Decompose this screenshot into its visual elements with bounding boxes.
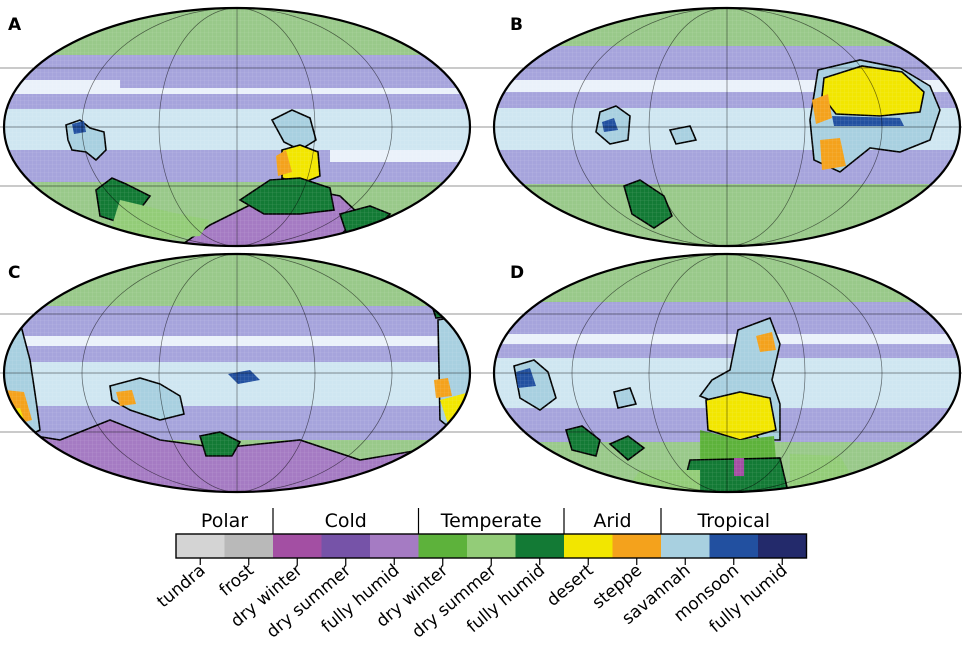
- panel-label-c: C: [8, 263, 20, 283]
- map-c-outline: [2, 252, 472, 494]
- legend-swatch-tundra: [176, 534, 225, 558]
- map-a-fill: [4, 8, 470, 246]
- legend-group-label: Tropical: [696, 510, 770, 532]
- legend-swatch-dry-summer: [321, 534, 370, 558]
- map-panel-b: B: [480, 6, 962, 248]
- map-b-outline: [492, 6, 962, 248]
- map-a-outline: [2, 6, 472, 248]
- legend-swatch-steppe: [612, 534, 661, 558]
- legend-swatch-fully-humid: [370, 534, 419, 558]
- legend-class-label: desert: [543, 560, 598, 610]
- legend-swatch-savannah: [661, 534, 710, 558]
- legend-swatch-desert: [564, 534, 613, 558]
- panel-label-b: B: [510, 15, 523, 35]
- legend-colorbar-frame: [175, 533, 808, 559]
- legend-swatch-dry-winter: [273, 534, 322, 558]
- legend-swatch-fully-humid: [758, 534, 807, 558]
- map-panel-a: A: [0, 6, 480, 248]
- legend-group-label: Temperate: [440, 510, 542, 532]
- map-b-fill: [494, 8, 960, 246]
- legend-swatch-fully-humid: [515, 534, 564, 558]
- legend-swatch-monsoon: [709, 534, 758, 558]
- map-d-outline: [492, 252, 962, 494]
- legend-swatch-dry-winter: [418, 534, 467, 558]
- legend-group-label: Polar: [201, 510, 248, 532]
- map-panel-d: D: [480, 252, 962, 494]
- legend-group-label: Cold: [325, 510, 367, 532]
- panel-label-a: A: [8, 15, 22, 35]
- legend-swatch-dry-summer: [467, 534, 516, 558]
- legend-swatch-frost: [224, 534, 273, 558]
- panel-label-d: D: [510, 263, 524, 283]
- legend-group-label: Arid: [593, 510, 631, 532]
- map-panel-c: C: [0, 252, 480, 494]
- legend-class-label: tundra: [153, 561, 209, 613]
